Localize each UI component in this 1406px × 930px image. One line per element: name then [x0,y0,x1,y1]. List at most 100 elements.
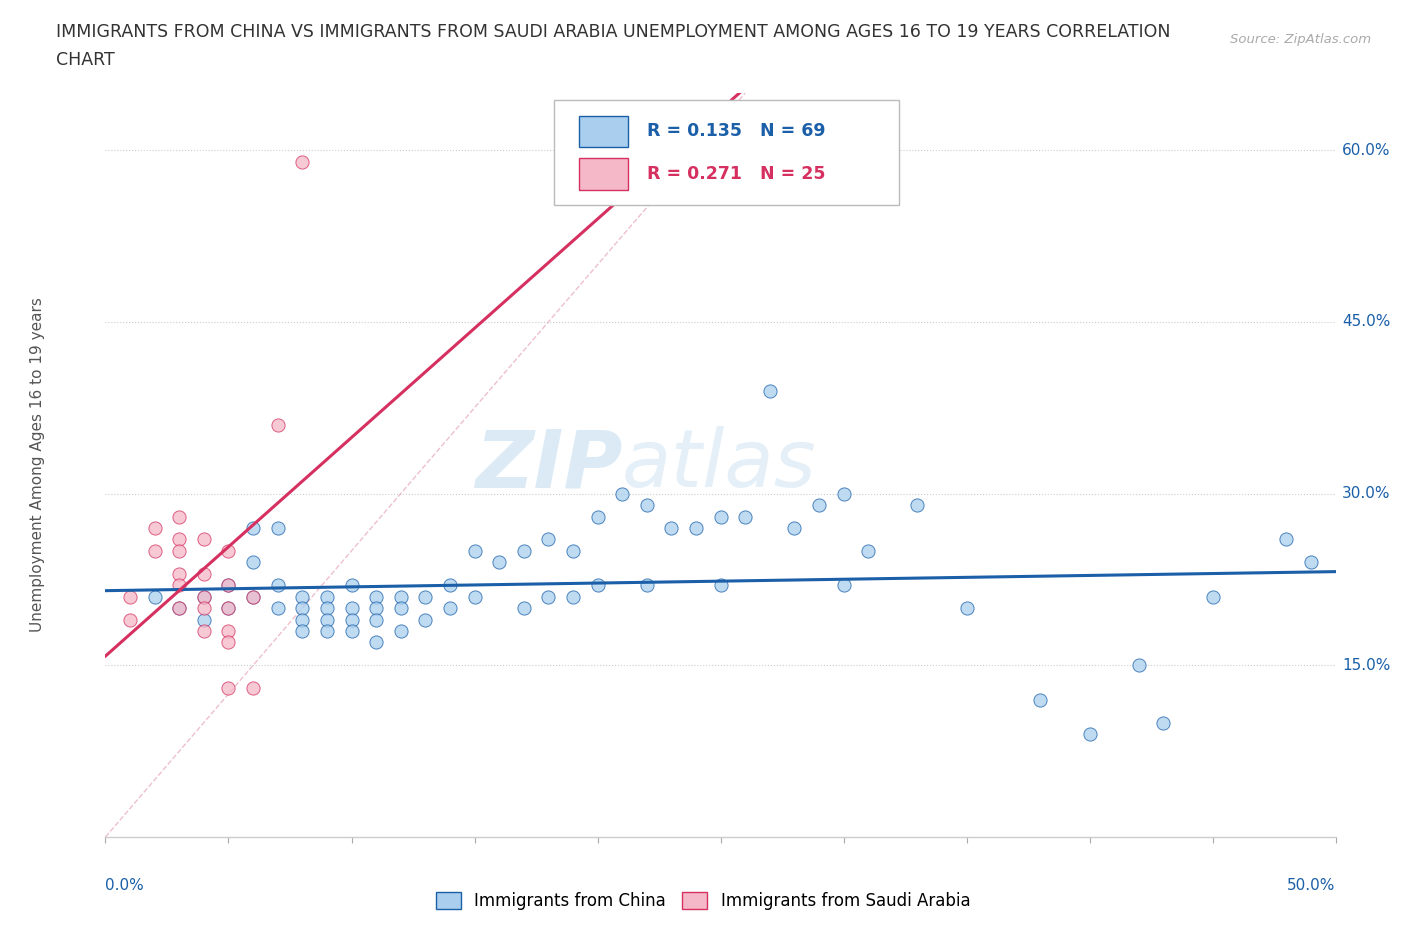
Point [291,601,314,616]
Point [610,486,633,501]
Point [143,543,166,558]
Point [956,601,979,616]
Point [366,601,388,616]
Point [143,590,166,604]
Point [193,590,215,604]
Point [218,543,240,558]
Point [710,578,733,592]
Point [562,590,585,604]
Point [291,154,314,169]
Point [218,681,240,696]
Point [315,623,337,638]
Point [169,509,191,524]
Text: 15.0%: 15.0% [1341,658,1391,672]
Point [586,509,609,524]
Point [439,578,461,592]
Text: Unemployment Among Ages 16 to 19 years: Unemployment Among Ages 16 to 19 years [31,298,45,632]
Point [267,418,290,432]
Point [685,521,707,536]
Point [389,601,412,616]
Point [413,590,436,604]
Point [193,566,215,581]
Text: Source: ZipAtlas.com: Source: ZipAtlas.com [1230,33,1371,46]
Point [291,623,314,638]
Point [1202,590,1225,604]
Point [1078,726,1101,741]
Point [242,590,264,604]
Point [1029,692,1052,707]
Point [586,578,609,592]
Point [464,590,486,604]
Point [315,612,337,627]
Point [267,521,290,536]
Point [218,601,240,616]
FancyBboxPatch shape [579,158,628,190]
Point [389,623,412,638]
Point [389,590,412,604]
Point [169,543,191,558]
Point [193,590,215,604]
Point [366,612,388,627]
Point [636,578,658,592]
Legend: Immigrants from China, Immigrants from Saudi Arabia: Immigrants from China, Immigrants from S… [429,885,977,917]
Point [218,601,240,616]
Point [120,590,141,604]
FancyBboxPatch shape [554,100,898,205]
Point [242,521,264,536]
Point [513,543,536,558]
Point [218,635,240,650]
Point [513,601,536,616]
Text: IMMIGRANTS FROM CHINA VS IMMIGRANTS FROM SAUDI ARABIA UNEMPLOYMENT AMONG AGES 16: IMMIGRANTS FROM CHINA VS IMMIGRANTS FROM… [56,23,1171,41]
Point [218,578,240,592]
Point [340,623,363,638]
Point [1301,555,1323,570]
Point [413,612,436,627]
Text: 0.0%: 0.0% [105,878,145,893]
Point [807,498,830,512]
Point [783,521,806,536]
Text: R = 0.271   N = 25: R = 0.271 N = 25 [647,166,825,183]
Point [169,601,191,616]
Point [315,601,337,616]
Point [439,601,461,616]
Text: CHART: CHART [56,51,115,69]
Point [366,635,388,650]
Point [734,509,756,524]
Point [193,612,215,627]
Point [858,543,880,558]
Point [169,566,191,581]
Point [710,509,733,524]
Point [759,383,782,398]
FancyBboxPatch shape [579,115,628,147]
Point [832,486,855,501]
Point [1275,532,1298,547]
Point [193,623,215,638]
Point [366,590,388,604]
Point [169,601,191,616]
Point [832,578,855,592]
Point [193,601,215,616]
Point [464,543,486,558]
Point [537,532,560,547]
Point [1128,658,1150,672]
Text: R = 0.135   N = 69: R = 0.135 N = 69 [647,123,825,140]
Point [1153,715,1175,730]
Point [291,590,314,604]
Point [218,623,240,638]
Point [267,601,290,616]
Point [291,612,314,627]
Point [340,578,363,592]
Point [661,521,683,536]
Point [636,498,658,512]
Point [242,590,264,604]
Point [562,543,585,558]
Point [340,601,363,616]
Text: 60.0%: 60.0% [1341,142,1391,158]
Point [537,590,560,604]
Point [193,532,215,547]
Point [242,681,264,696]
Point [340,612,363,627]
Point [143,521,166,536]
Point [242,555,264,570]
Point [315,590,337,604]
